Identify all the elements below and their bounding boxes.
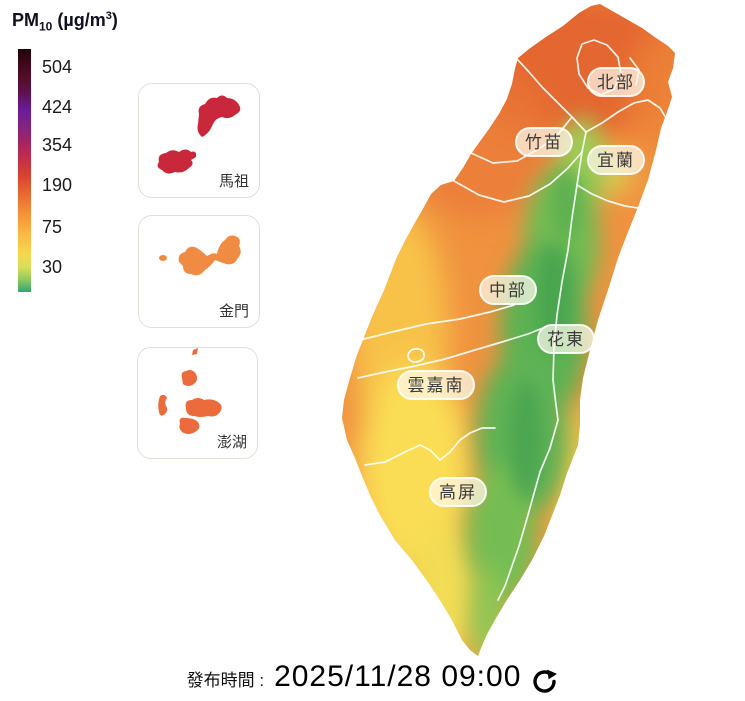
legend-title-superscript: 3	[105, 10, 112, 22]
penghu-islet-west	[158, 394, 168, 416]
penghu-islands-map	[158, 348, 222, 434]
inset-label-kinmen: 金門	[218, 303, 249, 320]
region-label: 花東	[547, 330, 585, 349]
region-label: 竹苗	[525, 133, 563, 152]
publish-time-bar: 發布時間 : 2025/11/28 09:00	[0, 660, 745, 700]
inset-label-penghu: 澎湖	[216, 434, 247, 451]
penghu-main-island	[185, 398, 222, 417]
region-badge-zhongbu[interactable]: 中部	[479, 275, 537, 305]
legend-title-unit: (µg/m	[52, 10, 106, 30]
colorbar	[18, 49, 31, 292]
region-badge-beibu[interactable]: 北部	[587, 67, 645, 97]
inset-label-matsu: 馬祖	[218, 173, 249, 190]
region-label: 北部	[597, 73, 635, 92]
penghu-islet-upper	[181, 370, 198, 386]
publish-time-label: 發布時間 :	[186, 671, 265, 690]
region-label: 高屏	[439, 483, 477, 502]
legend-title-prefix: PM	[12, 10, 39, 30]
region-label: 中部	[489, 281, 527, 300]
matsu-islands-map	[157, 95, 241, 174]
legend-title-close: )	[111, 10, 118, 30]
refresh-button[interactable]	[531, 668, 558, 700]
publish-datetime: 2025/11/28 09:00	[274, 660, 522, 693]
kinmen-main-island	[178, 235, 241, 276]
matsu-northeast-island	[197, 95, 241, 137]
penghu-islet-north	[192, 348, 198, 355]
legend-tick-354: 354	[42, 135, 73, 155]
inset-card-matsu[interactable]: 馬祖	[138, 83, 260, 198]
legend-title-subscript: 10	[39, 19, 53, 34]
inset-card-kinmen[interactable]: 金門	[138, 215, 260, 328]
penghu-islet-south	[179, 417, 200, 434]
region-badge-zhumiao[interactable]: 竹苗	[515, 127, 573, 157]
inset-card-penghu[interactable]: 澎湖	[137, 347, 258, 459]
region-badge-yunjianan[interactable]: 雲嘉南	[397, 370, 475, 400]
region-label: 宜蘭	[597, 151, 635, 170]
kinmen-island-map	[159, 235, 241, 276]
taiwan-pm10-map[interactable]: 北部 竹苗 宜蘭 中部 花東 雲嘉南 高屏	[330, 0, 745, 670]
region-badge-huadong[interactable]: 花東	[537, 324, 595, 354]
matsu-southwest-island	[157, 149, 197, 174]
region-badge-gaoping[interactable]: 高屏	[429, 477, 487, 507]
kinmen-islet	[159, 255, 167, 261]
legend-title: PM10 (µg/m3)	[12, 10, 118, 34]
legend-tick-75: 75	[42, 217, 63, 237]
region-label: 雲嘉南	[408, 376, 465, 395]
legend-tick-424: 424	[42, 97, 73, 117]
region-boundaries	[357, 39, 667, 601]
legend-tick-504: 504	[42, 57, 73, 77]
region-badge-yilan[interactable]: 宜蘭	[587, 145, 645, 175]
pm10-heat-layer	[352, 4, 675, 656]
legend-tick-190: 190	[42, 175, 73, 195]
refresh-icon	[533, 669, 558, 693]
legend-tick-30: 30	[42, 257, 63, 277]
